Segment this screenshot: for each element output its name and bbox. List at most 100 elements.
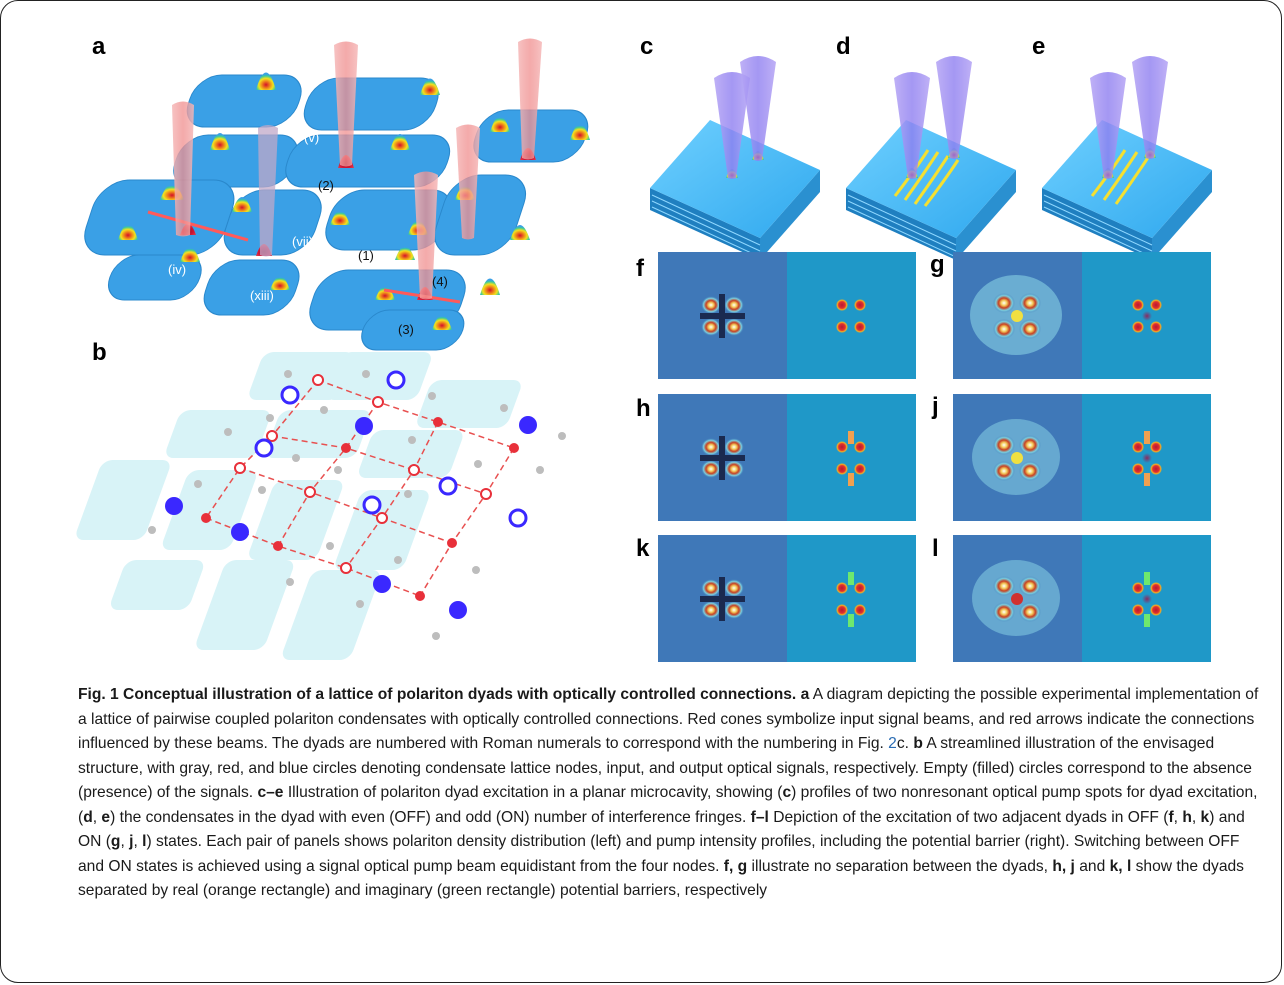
- panel-b-schematic: [76, 352, 566, 660]
- output-signal-on: [165, 497, 183, 515]
- condensate-peak: [480, 278, 500, 295]
- real-barrier: [848, 431, 854, 444]
- caption-text-a: A diagram depicting the possible experim…: [78, 686, 1259, 752]
- caption-comma: ,: [1191, 808, 1201, 826]
- lattice-node: [394, 556, 402, 564]
- density-lobes: [972, 419, 1060, 495]
- caption-ref-k: k: [1200, 808, 1210, 826]
- lattice-node: [320, 406, 328, 414]
- input-signal-off: [480, 488, 492, 500]
- lattice-node: [292, 454, 300, 462]
- connection-line: [277, 401, 379, 547]
- caption-comma: ,: [92, 808, 102, 826]
- connection-line: [419, 447, 515, 597]
- panel-f: [658, 252, 916, 379]
- density-lobes: [700, 294, 745, 338]
- lattice-tile: [249, 352, 353, 400]
- panel-label-group: a b c d e f g h j k l: [92, 33, 1045, 562]
- caption-text-fl-3: ) states. Each pair of panels shows pola…: [78, 833, 1240, 875]
- figure-reference-link[interactable]: 2: [888, 735, 897, 752]
- pump-cone: [1132, 56, 1168, 159]
- output-signals: [165, 370, 537, 619]
- condensate-peak: [232, 197, 252, 212]
- pump-spots: [1132, 572, 1162, 627]
- pump-profile-map: [787, 394, 916, 521]
- slab-top: [650, 120, 820, 238]
- signal-cone: [518, 38, 542, 160]
- pump-cone: [894, 72, 930, 179]
- caption-text-ce-1: Illustration of polariton dyad excitatio…: [287, 784, 783, 801]
- panel-label-f: f: [636, 255, 645, 282]
- lattice-nodes: [148, 370, 566, 640]
- lattice-node: [472, 566, 480, 574]
- condensate-peak: [210, 133, 230, 150]
- lattice-node: [356, 600, 364, 608]
- caption-comma: ,: [1173, 808, 1183, 826]
- panel-label-e: e: [1032, 33, 1045, 60]
- lattice-tile: [359, 430, 463, 478]
- pump-cone: [1090, 72, 1126, 179]
- caption-ref-j: j: [129, 833, 134, 850]
- condensate-peak: [180, 247, 200, 262]
- connection-line: [345, 421, 439, 569]
- real-barrier: [848, 473, 854, 486]
- input-signal-on: [447, 538, 457, 548]
- slab-front: [760, 170, 820, 260]
- caption-title: Fig. 1 Conceptual illustration of a latt…: [78, 686, 797, 703]
- panel-label-a: a: [92, 33, 106, 60]
- connection-labels: (1) (2) (3) (4): [318, 178, 448, 337]
- output-signal-off: [438, 476, 458, 496]
- output-signal-on: [231, 523, 249, 541]
- lattice-tile: [282, 570, 380, 660]
- lattice-node: [326, 542, 334, 550]
- real-barrier: [1144, 473, 1150, 486]
- caption-text-a-tail: c.: [896, 735, 909, 752]
- caption-ref-l: l: [142, 833, 147, 850]
- output-signal-on: [373, 575, 391, 593]
- input-signal-off: [408, 464, 420, 476]
- output-signal-on: [519, 416, 537, 434]
- caption-text-fg: illustrate no separation between the dya…: [751, 857, 1049, 875]
- lattice-node: [266, 414, 274, 422]
- caption-label-fl: f–l: [750, 808, 769, 826]
- caption-label-b: b: [913, 735, 923, 752]
- imaginary-barrier: [1144, 614, 1150, 627]
- caption-text-b: A streamlined illustration of the envisa…: [78, 735, 1252, 801]
- condensate-peak: [420, 78, 440, 95]
- platform: [203, 259, 300, 316]
- dyad-label: (vii): [292, 234, 313, 249]
- real-barrier: [1144, 431, 1150, 444]
- input-signal-off: [266, 430, 278, 442]
- pump-spots: [836, 572, 866, 627]
- connection-label: (4): [432, 274, 448, 289]
- panel-g: [953, 252, 1211, 379]
- lattice-node: [362, 370, 370, 378]
- lattice-tile: [110, 560, 204, 610]
- output-signal-off: [386, 370, 406, 390]
- pump-cone: [740, 56, 776, 161]
- caption-text-ce-2: ) profiles of two nonresonant optical pu…: [78, 784, 1258, 826]
- connection-label: (2): [318, 178, 334, 193]
- condensate-peak: [570, 124, 590, 140]
- lattice-tile: [249, 480, 343, 560]
- pump-spots: [836, 431, 866, 486]
- input-signal-on: [273, 541, 283, 551]
- caption-ref-f: f: [1168, 808, 1174, 826]
- signal-cone: [172, 101, 194, 237]
- signal-cone: [456, 124, 480, 240]
- lattice-tile: [417, 380, 521, 428]
- input-signal-off: [312, 374, 324, 386]
- output-signal-on: [355, 417, 373, 435]
- caption-ref-d: d: [83, 808, 93, 826]
- input-signal-on: [433, 417, 443, 427]
- panel-e-slab: [1042, 56, 1212, 260]
- caption-ref-g: g: [110, 833, 121, 850]
- caption-and: and: [1079, 857, 1106, 875]
- panel-label-c: c: [640, 33, 653, 60]
- signal-beams: [172, 38, 542, 300]
- condensate-peak: [330, 210, 350, 225]
- panel-label-l: l: [932, 535, 939, 562]
- pump-spots: [836, 299, 866, 333]
- caption-label-hj: h, j: [1052, 857, 1075, 875]
- figure-caption: Fig. 1 Conceptual illustration of a latt…: [78, 683, 1268, 904]
